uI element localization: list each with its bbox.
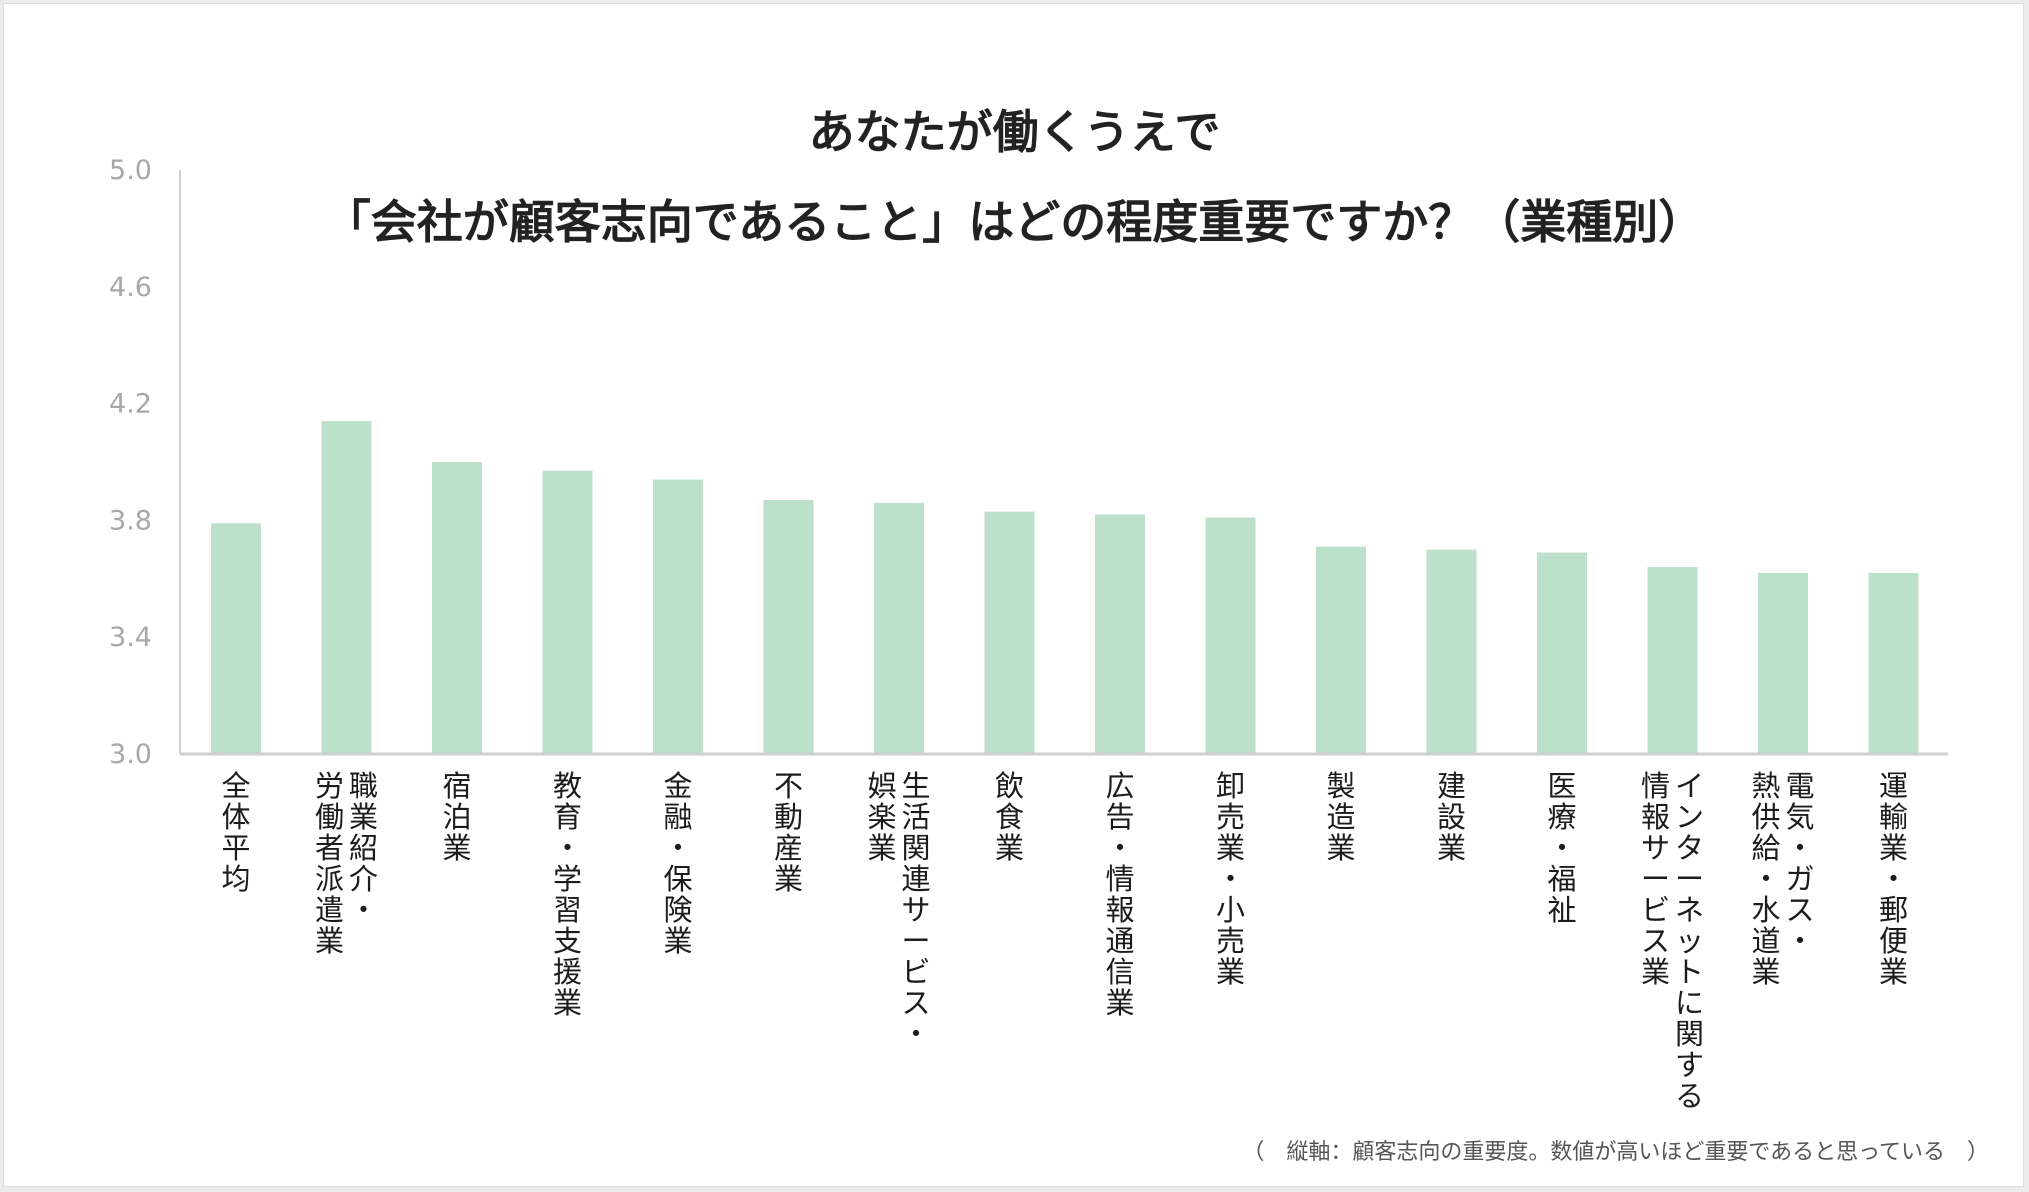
x-category-label: 全体平均 [221,769,250,896]
y-tick-label: 3.0 [109,739,152,770]
bar [1316,546,1366,754]
x-category-label: 生活関連サービス・娯楽業 [867,769,930,1051]
bar [763,499,814,754]
x-category-label: 不動産業 [774,769,803,896]
bar [1205,517,1256,754]
bar [984,511,1035,754]
x-category-label: 電気・ガス・熱供給・水道業 [1751,769,1814,989]
x-category-label: 教育・学習支援業 [553,769,582,1020]
x-tick-label: 熱供給・水道業 [1751,769,1780,989]
bar [1868,572,1919,754]
x-tick-label: 製造業 [1326,769,1355,865]
x-category-label: 建設業 [1437,769,1466,865]
y-tick-label: 5.0 [109,155,152,186]
x-category-label: 職業紹介・労働者派遣業 [315,769,378,958]
x-tick-label: 金融・保険業 [663,769,692,958]
x-category-label: 宿泊業 [442,769,471,865]
x-tick-label: 娯楽業 [867,769,896,865]
chart-title-line2: 「会社が顧客志向であること」はどの程度重要ですか？（業種別） [324,195,1705,249]
bar [874,502,924,754]
bar [542,470,593,754]
x-tick-label: 広告・情報通信業 [1105,769,1134,1020]
bar [211,523,261,754]
bar [321,421,372,754]
bar [1095,514,1145,754]
x-category-label: 広告・情報通信業 [1105,769,1134,1020]
x-category-label: 医療・福祉 [1547,769,1576,927]
bar [432,462,482,754]
x-category-label: 運輸業・郵便業 [1879,769,1908,989]
bar [1537,552,1587,754]
bar [1647,567,1698,754]
x-tick-label: 職業紹介・ [349,769,378,927]
x-tick-label: 情報サービス業 [1641,769,1670,989]
footnote: （ 縦軸：顧客志向の重要度。数値が高いほど重要であると思っている ） [1242,1140,1989,1165]
x-category-label: 金融・保険業 [663,769,692,958]
x-category-label: 飲食業 [995,769,1024,865]
bar [653,479,703,754]
x-tick-label: 運輸業・郵便業 [1879,769,1908,989]
y-tick-label: 4.2 [109,389,152,420]
x-tick-label: 生活関連サービス・ [901,769,930,1051]
y-tick-label: 3.8 [109,505,152,536]
x-tick-label: 卸売業・小売業 [1216,769,1245,989]
x-tick-label: 労働者派遣業 [315,769,344,958]
x-tick-label: インターネットに関する [1675,769,1704,1113]
bar [1426,549,1477,754]
x-category-label: 卸売業・小売業 [1216,769,1245,989]
y-tick-label: 3.4 [109,622,152,653]
chart-title-line1: あなたが働くうえで [808,105,1221,159]
x-tick-label: 不動産業 [774,769,803,896]
x-tick-label: 全体平均 [221,769,250,896]
x-tick-label: 医療・福祉 [1547,769,1576,927]
x-tick-label: 飲食業 [995,769,1024,865]
x-category-label: 製造業 [1326,769,1355,865]
x-tick-label: 建設業 [1437,769,1466,865]
x-tick-label: 宿泊業 [442,769,471,865]
y-tick-label: 4.6 [109,272,152,303]
x-tick-label: 電気・ガス・ [1785,769,1814,958]
bar [1758,572,1808,754]
x-tick-label: 教育・学習支援業 [553,769,582,1020]
